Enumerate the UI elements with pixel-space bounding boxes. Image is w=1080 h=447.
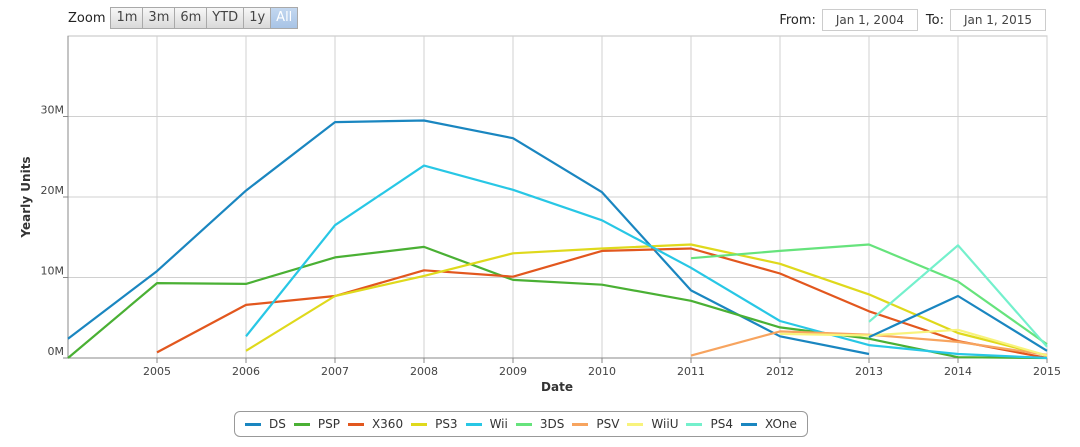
legend-label: XOne bbox=[764, 417, 797, 431]
axes: 2005 2006 2007 2008 2009 2010 2011 2012 2013 2014… bbox=[41, 36, 1061, 378]
x-tick-label: 2009 bbox=[499, 365, 527, 378]
legend-swatch bbox=[347, 422, 364, 426]
x-tick-label: 2013 bbox=[855, 365, 883, 378]
legend-label: 3DS bbox=[539, 417, 565, 431]
y-tick-label: 10M bbox=[41, 265, 65, 278]
legend-item-xone[interactable]: XOne bbox=[740, 417, 797, 431]
y-axis-title: Yearly Units bbox=[19, 156, 33, 238]
legend-swatch bbox=[293, 422, 310, 426]
series-line-ps3[interactable] bbox=[245, 243, 1048, 357]
x-tick-label: 2010 bbox=[588, 365, 616, 378]
legend-swatch bbox=[572, 422, 589, 426]
from-label: From: bbox=[779, 12, 816, 28]
grid-lines bbox=[67, 35, 1048, 359]
series-line-xone[interactable] bbox=[868, 294, 1048, 352]
legend-label: X360 bbox=[371, 417, 404, 431]
zoom-all-button[interactable]: All bbox=[271, 8, 298, 28]
zoom-bar: Zoom 1m 3m 6m YTD 1y All bbox=[68, 7, 299, 29]
x-tick-label: 2006 bbox=[232, 365, 260, 378]
x-tick-label: 2014 bbox=[944, 365, 972, 378]
x-tick-label: 2008 bbox=[410, 365, 438, 378]
x-tick-label: 2005 bbox=[143, 365, 171, 378]
zoom-1y-button[interactable]: 1y bbox=[244, 8, 272, 28]
legend-label: DS bbox=[269, 417, 286, 431]
legend-item-psv[interactable]: PSV bbox=[572, 417, 619, 431]
series-line-3ds[interactable] bbox=[690, 243, 1048, 346]
legend-item-3ds[interactable]: 3DS bbox=[515, 417, 565, 431]
legend-item-wiiu[interactable]: WiiU bbox=[627, 417, 678, 431]
legend-label: PSP bbox=[317, 417, 340, 431]
to-label: To: bbox=[925, 12, 944, 28]
chart-legend: DS PSP X360 PS3 Wii 3DS PSV WiiU PS4 XOne bbox=[234, 411, 808, 437]
legend-swatch bbox=[686, 422, 703, 426]
y-tick-label: 30M bbox=[41, 104, 65, 117]
legend-swatch bbox=[411, 422, 428, 426]
legend-item-ps3[interactable]: PS3 bbox=[411, 417, 458, 431]
legend-item-psp[interactable]: PSP bbox=[293, 417, 340, 431]
x-tick-label: 2012 bbox=[766, 365, 794, 378]
to-date-input[interactable]: Jan 1, 2015 bbox=[950, 9, 1046, 31]
zoom-button-group: 1m 3m 6m YTD 1y All bbox=[110, 7, 299, 29]
legend-swatch bbox=[740, 422, 757, 426]
series-lines bbox=[67, 119, 1048, 360]
series-line-wii[interactable] bbox=[245, 164, 1048, 360]
legend-label: Wii bbox=[489, 417, 508, 431]
x-tick-label: 2015 bbox=[1033, 365, 1061, 378]
series-line-ps4[interactable] bbox=[868, 244, 1048, 348]
zoom-label: Zoom bbox=[68, 10, 106, 26]
y-tick-label: 0M bbox=[48, 345, 65, 358]
legend-item-ps4[interactable]: PS4 bbox=[686, 417, 733, 431]
line-chart: 2005 2006 2007 2008 2009 2010 2011 2012 2013 2014… bbox=[19, 35, 1061, 394]
x-axis-title: Date bbox=[541, 380, 573, 394]
legend-label: PS3 bbox=[435, 417, 458, 431]
y-tick-label: 20M bbox=[41, 184, 65, 197]
from-date-input[interactable]: Jan 1, 2004 bbox=[821, 9, 918, 31]
legend-swatch bbox=[627, 422, 644, 426]
zoom-1m-button[interactable]: 1m bbox=[111, 8, 144, 28]
legend-swatch bbox=[515, 422, 532, 426]
legend-swatch bbox=[245, 422, 261, 426]
legend-item-ds[interactable]: DS bbox=[245, 417, 286, 431]
zoom-6m-button[interactable]: 6m bbox=[175, 8, 208, 28]
zoom-ytd-button[interactable]: YTD bbox=[207, 8, 245, 28]
zoom-3m-button[interactable]: 3m bbox=[143, 8, 176, 28]
legend-label: PSV bbox=[596, 417, 620, 431]
x-tick-label: 2007 bbox=[321, 365, 349, 378]
series-line-wiiu[interactable] bbox=[779, 328, 1048, 357]
legend-item-wii[interactable]: Wii bbox=[465, 417, 508, 431]
legend-label: WiiU bbox=[651, 417, 679, 431]
legend-swatch bbox=[465, 422, 482, 426]
series-line-psp[interactable] bbox=[67, 245, 1048, 360]
date-range-selector: From: Jan 1, 2004 To: Jan 1, 2015 bbox=[779, 9, 1046, 31]
legend-item-x360[interactable]: X360 bbox=[347, 417, 404, 431]
legend-label: PS4 bbox=[710, 417, 733, 431]
x-tick-label: 2011 bbox=[677, 365, 705, 378]
series-line-x360[interactable] bbox=[156, 247, 1048, 360]
